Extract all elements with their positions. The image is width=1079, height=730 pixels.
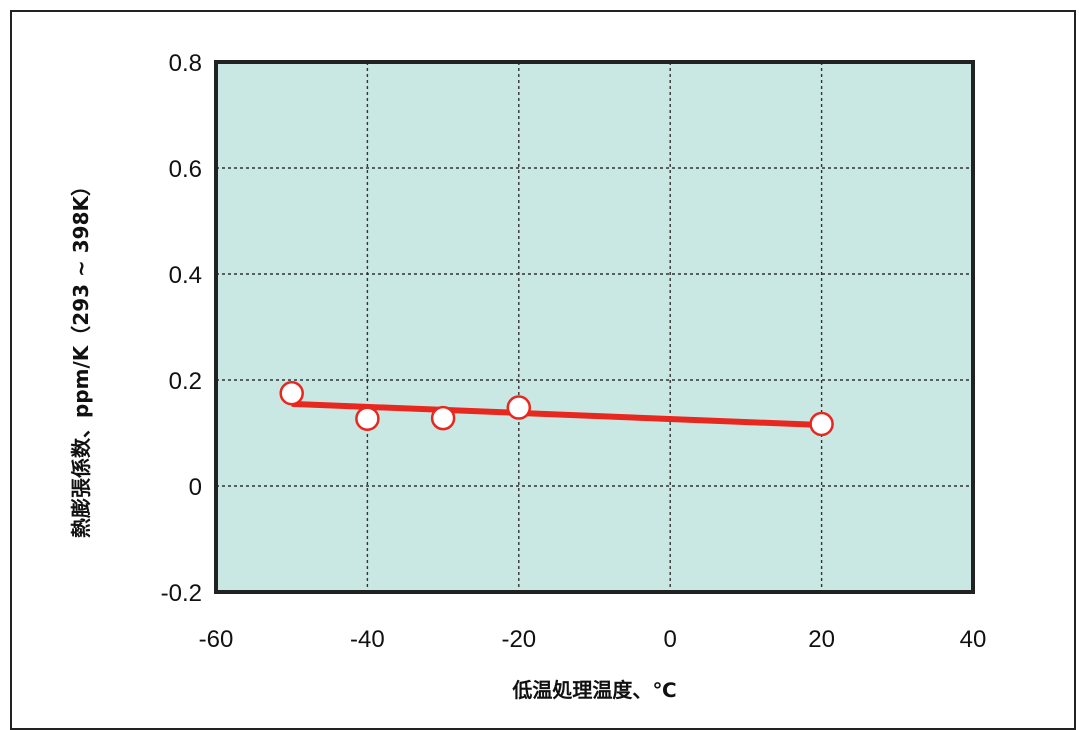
x-tick-label: -40 [350,626,385,653]
data-point [355,406,380,431]
x-tick-label: 40 [960,626,987,653]
y-tick-label: -0.2 [161,580,202,607]
data-point [506,395,532,420]
grid-lines [216,62,973,592]
x-tick-label: -20 [501,626,536,653]
x-tick-label: 20 [808,626,835,653]
x-tick-label: 0 [664,626,677,653]
plot-area [216,62,973,592]
x-tick-label: -60 [199,626,234,653]
x-axis-label: 低温処理温度、℃ [511,678,676,702]
y-tick-label: 0.6 [169,156,202,183]
series-group [279,381,834,437]
plot-border [214,60,975,594]
x-tick-labels: -60 -40 -20 0 20 40 [199,626,987,653]
data-point [430,405,456,431]
y-tick-label: 0.4 [169,262,202,289]
y-tick-labels: 0.8 0.6 0.4 0.2 0 -0.2 [161,50,202,607]
y-tick-label: 0.8 [169,50,202,77]
y-axis-label: 熱膨張係数、ppm/K（293 ~ 398K） [69,176,93,538]
data-point [279,381,304,406]
trend-line [291,400,822,429]
y-tick-label: 0 [189,474,202,501]
data-point [809,411,834,437]
y-tick-label: 0.2 [169,368,202,395]
